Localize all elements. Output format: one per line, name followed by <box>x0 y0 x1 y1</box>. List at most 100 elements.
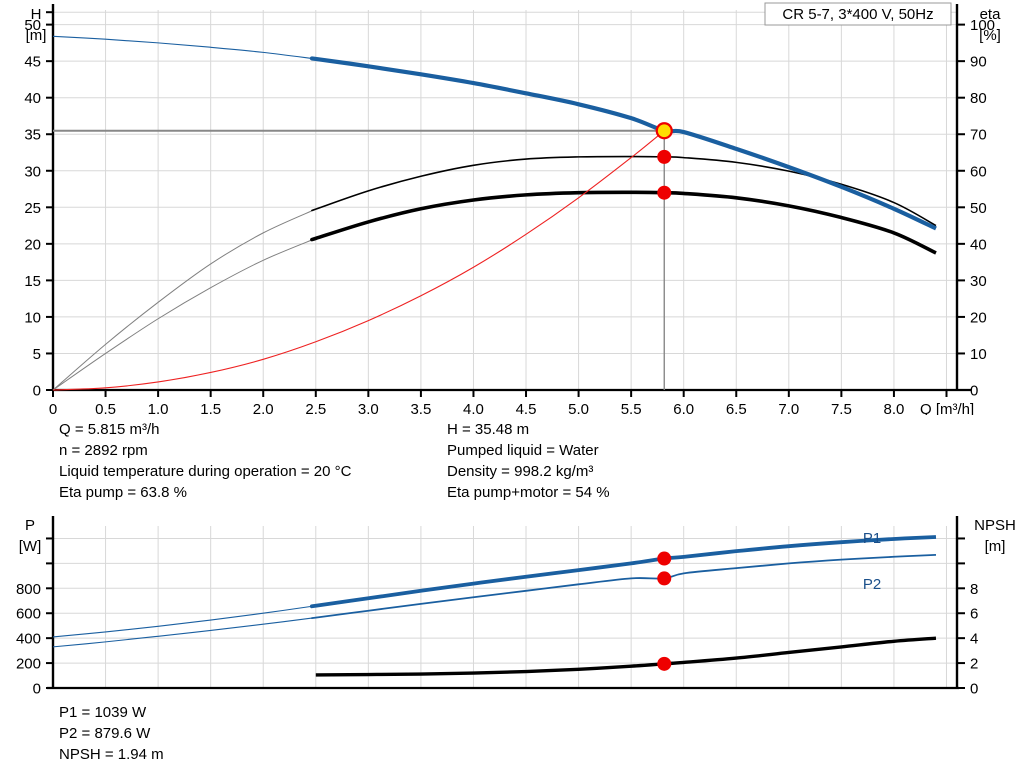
top-y-tick-label: 25 <box>24 200 41 217</box>
top-y2-tick-label: 0 <box>970 383 978 400</box>
top-y2-tick-label: 20 <box>970 309 987 326</box>
bottom-left-ticks: 0 200 400 600 800 <box>16 537 53 698</box>
info-p1: P1 = 1039 W <box>59 704 147 721</box>
eta-pump-motor-curve <box>310 190 937 255</box>
chart-title-text: CR 5-7, 3*400 V, 50Hz <box>782 6 933 23</box>
top-x-tick-label: 0.5 <box>95 401 116 415</box>
info-npsh: NPSH = 1.94 m <box>59 746 164 763</box>
bottom-y2-tick-label: 4 <box>970 631 978 648</box>
info-speed: n = 2892 rpm <box>59 442 148 459</box>
top-x-axis-title: Q [m³/h] <box>920 401 974 415</box>
top-y2-axis-unit: [%] <box>979 27 1001 44</box>
top-y2-tick-label: 80 <box>970 90 987 107</box>
bottom-y-tick-label: 600 <box>16 606 41 623</box>
p1-curve-thin <box>52 604 321 638</box>
top-x-tick-label: 2.5 <box>305 401 326 415</box>
bottom-axis-titles: P [W] NPSH [m] <box>19 517 1016 555</box>
top-y-tick-label: 0 <box>33 383 41 400</box>
top-y-tick-label: 20 <box>24 236 41 253</box>
bottom-y-axis-title: P <box>25 517 35 534</box>
top-x-tick-label: 8.0 <box>884 401 905 415</box>
p2-duty-marker[interactable] <box>657 571 672 586</box>
head-eta-chart: 0 5 10 15 20 25 30 35 40 45 50 0 10 20 30 40 50 60 70 80 90 1… <box>24 2 1002 415</box>
top-y-tick-label: 50 <box>24 17 41 34</box>
bottom-y2-axis-title: NPSH <box>974 517 1016 534</box>
top-y-tick-label: 5 <box>33 346 41 363</box>
bottom-axes <box>47 516 959 690</box>
top-x-tick-label: 5.5 <box>621 401 642 415</box>
p1-duty-marker[interactable] <box>657 551 672 566</box>
top-duty-guides <box>53 129 665 390</box>
power-npsh-chart: 0 200 400 600 800 0 2 4 6 8 P [W] NPSH [m] P1 P2 <box>16 516 1016 698</box>
top-y2-tick-label: 100 <box>970 17 995 34</box>
p1-curve <box>310 535 937 609</box>
top-x-tick-label: 4.0 <box>463 401 484 415</box>
top-right-ticks: 0 10 20 30 40 50 60 70 80 90 100 <box>957 17 995 400</box>
bottom-y2-tick-label: 2 <box>970 656 978 673</box>
npsh-duty-marker[interactable] <box>657 656 672 671</box>
info-density: Density = 998.2 kg/m³ <box>447 463 594 480</box>
eta-pump-duty-marker[interactable] <box>657 149 672 164</box>
top-y2-tick-label: 90 <box>970 54 987 71</box>
p2-series-label: P2 <box>863 576 881 593</box>
bottom-info-column: P1 = 1039 W P2 = 879.6 W NPSH = 1.94 m <box>59 702 164 765</box>
bottom-y-tick-label: 200 <box>16 656 41 673</box>
bottom-y2-axis-unit: [m] <box>985 538 1006 555</box>
top-x-tick-label: 2.0 <box>253 401 274 415</box>
top-x-tick-label: 1.5 <box>200 401 221 415</box>
top-x-tick-label: 0 <box>49 401 57 415</box>
info-pumped-liquid: Pumped liquid = Water <box>447 442 599 459</box>
top-y2-tick-label: 50 <box>970 200 987 217</box>
info-eta-pump-motor: Eta pump+motor = 54 % <box>447 484 610 501</box>
top-x-tick-label: 3.5 <box>410 401 431 415</box>
p2-curve-thin <box>52 616 321 648</box>
top-y-tick-label: 30 <box>24 163 41 180</box>
info-head: H = 35.48 m <box>447 421 530 438</box>
top-y-tick-label: 40 <box>24 90 41 107</box>
top-info-right-column: H = 35.48 m Pumped liquid = Water Densit… <box>447 419 610 503</box>
top-curves <box>52 35 937 391</box>
top-y-tick-label: 15 <box>24 273 41 290</box>
top-y2-axis-title: eta <box>980 6 1002 23</box>
top-x-tick-label: 6.5 <box>726 401 747 415</box>
npsh-curve <box>315 636 937 677</box>
bottom-duty-markers[interactable] <box>657 551 672 671</box>
top-x-tick-label: 7.5 <box>831 401 852 415</box>
p1-series-label: P1 <box>863 530 881 547</box>
bottom-y-tick-label: 800 <box>16 581 41 598</box>
top-y-axis-unit: [m] <box>26 27 47 44</box>
p2-curve <box>311 554 937 619</box>
top-x-tick-label: 3.0 <box>358 401 379 415</box>
bottom-y2-tick-label: 0 <box>970 681 978 698</box>
top-axes <box>51 4 971 392</box>
bottom-right-ticks: 0 2 4 6 8 <box>957 537 978 698</box>
duty-point-marker[interactable] <box>655 122 673 140</box>
top-info-left-column: Q = 5.815 m³/h n = 2892 rpm Liquid tempe… <box>59 419 351 503</box>
info-flow-rate: Q = 5.815 m³/h <box>59 421 160 438</box>
eta-pump-motor-curve-thin <box>52 236 321 391</box>
top-x-ticks: 0 0.5 1.0 1.5 2.0 2.5 3.0 3.5 4.0 4.5 5.0 5.5 6.0 6.5… <box>49 390 948 415</box>
top-y-axis-title: H <box>31 6 42 23</box>
bottom-y2-tick-label: 6 <box>970 606 978 623</box>
top-y-tick-label: 45 <box>24 54 41 71</box>
top-x-tick-label: 1.0 <box>148 401 169 415</box>
top-x-tick-label: 5.0 <box>568 401 589 415</box>
eta-pump-motor-duty-marker[interactable] <box>657 185 672 200</box>
bottom-y2-tick-label: 8 <box>970 581 978 598</box>
top-x-tick-label: 6.0 <box>673 401 694 415</box>
info-liquid-temp: Liquid temperature during operation = 20… <box>59 463 352 480</box>
top-duty-markers[interactable] <box>655 122 673 200</box>
system-curve <box>52 130 665 391</box>
bottom-series-labels: P1 P2 <box>863 530 881 593</box>
top-grid <box>53 10 957 390</box>
top-x-tick-label: 7.0 <box>778 401 799 415</box>
top-axis-titles: H [m] eta [%] Q [m³/h] <box>26 6 1002 415</box>
bottom-y-tick-label: 400 <box>16 631 41 648</box>
top-y2-tick-label: 70 <box>970 127 987 144</box>
bottom-y-tick-label: 0 <box>33 681 41 698</box>
top-y-tick-label: 10 <box>24 309 41 326</box>
top-y-tick-label: 35 <box>24 127 41 144</box>
head-curve-thin <box>52 35 321 60</box>
bottom-y-axis-unit: [W] <box>19 538 42 555</box>
